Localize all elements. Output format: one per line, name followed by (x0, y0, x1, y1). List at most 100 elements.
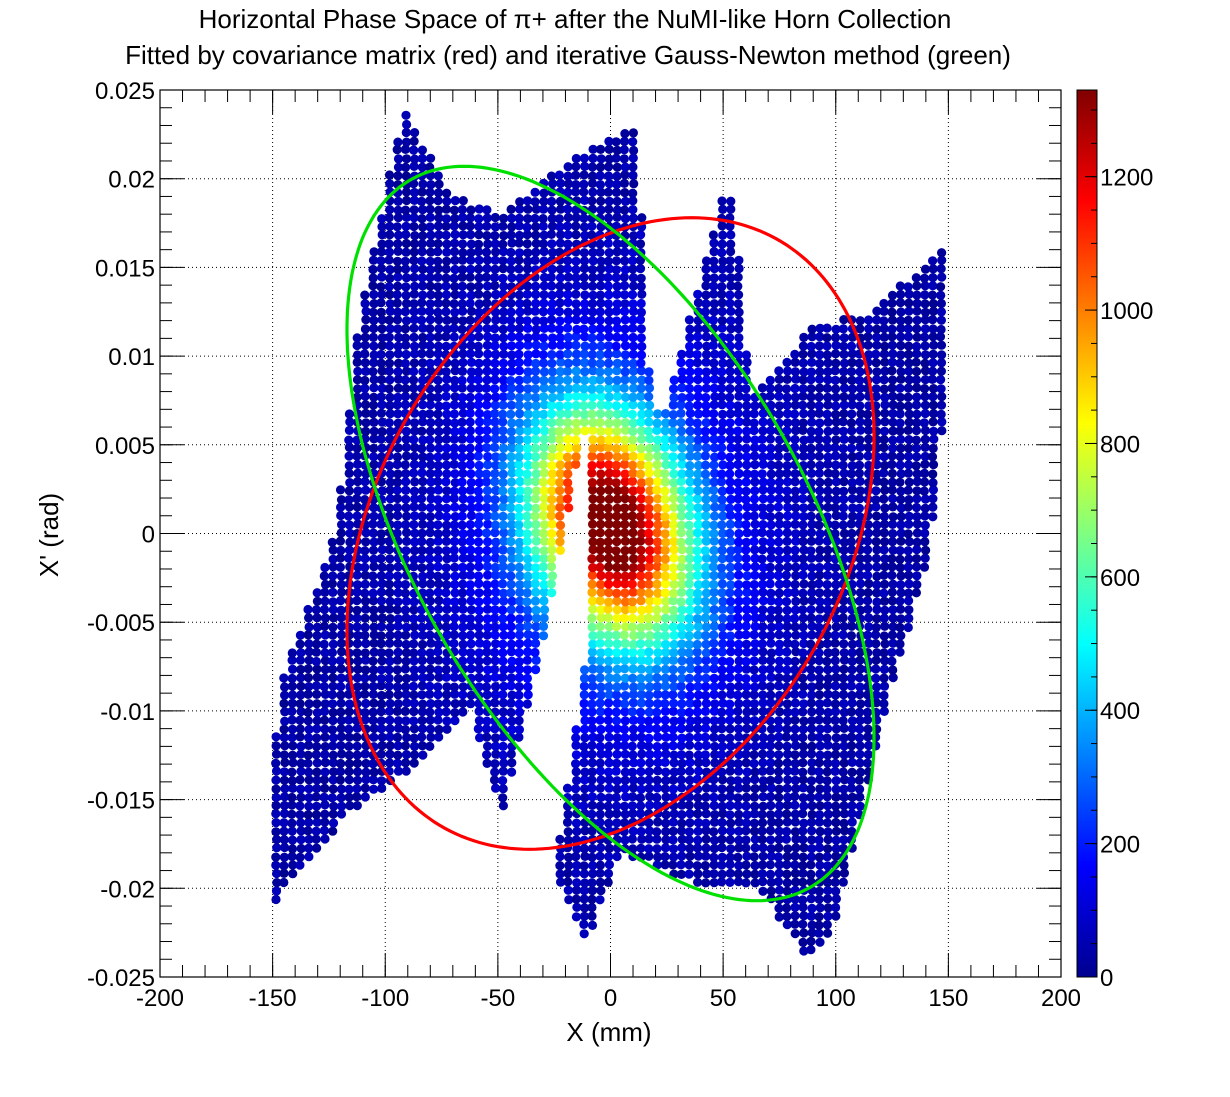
density-cell (758, 605, 768, 615)
density-cell (661, 792, 671, 802)
density-cell (920, 520, 930, 530)
density-cell (595, 698, 605, 708)
density-cell (384, 358, 395, 368)
density-cell (392, 400, 402, 410)
density-cell (636, 776, 646, 786)
density-cell (937, 350, 947, 360)
density-cell (433, 639, 443, 650)
density-cell (450, 238, 460, 248)
density-cell (701, 757, 711, 768)
density-cell (441, 367, 451, 377)
density-cell (603, 213, 614, 223)
density-cell (344, 715, 354, 725)
density-cell (774, 563, 784, 573)
density-cell (612, 776, 622, 786)
density-cell (830, 443, 840, 453)
density-cell (612, 682, 622, 692)
density-cell (782, 699, 793, 709)
density-cell (831, 817, 841, 828)
density-cell (579, 222, 590, 232)
density-cell (831, 750, 841, 760)
density-cell (895, 358, 905, 368)
density-cell (669, 613, 679, 623)
density-cell (896, 289, 906, 300)
density-cell (725, 434, 736, 444)
density-cell (416, 613, 427, 623)
density-cell (806, 776, 817, 786)
density-cell (685, 716, 696, 726)
density-cell (296, 690, 306, 700)
density-cell (685, 554, 695, 564)
density-cell (895, 383, 905, 393)
density-cell (888, 613, 898, 623)
density-cell (636, 333, 646, 343)
density-cell (652, 783, 663, 793)
density-cell (807, 580, 817, 590)
density-cell (928, 417, 938, 427)
density-cell (400, 307, 410, 317)
density-cell (377, 486, 387, 496)
density-cell (401, 622, 412, 633)
density-cell (604, 528, 614, 538)
density-cell (645, 554, 655, 564)
density-cell (677, 545, 687, 555)
density-cell (725, 374, 736, 384)
density-cell (872, 580, 882, 590)
density-cell (742, 502, 752, 512)
density-cell (466, 290, 476, 300)
density-cell (750, 553, 760, 564)
density-cell (482, 758, 492, 769)
density-cell (717, 289, 727, 299)
density-cell (726, 759, 736, 769)
density-cell (912, 469, 922, 479)
density-cell (839, 367, 849, 377)
density-cell (628, 673, 638, 683)
density-cell (400, 741, 410, 751)
density-cell (815, 801, 825, 811)
density-cell (871, 349, 881, 359)
density-cell (685, 809, 695, 819)
density-cell (831, 911, 841, 921)
density-cell (839, 468, 849, 478)
density-cell (604, 511, 614, 521)
density-cell (296, 843, 306, 854)
density-cell (919, 562, 930, 572)
density-cell (855, 749, 865, 759)
density-cell (563, 340, 573, 350)
density-cell (701, 401, 711, 411)
density-cell (498, 358, 508, 368)
density-cell (765, 869, 776, 880)
density-cell (466, 239, 476, 249)
density-cell (612, 520, 622, 530)
density-cell (806, 443, 816, 454)
density-cell (855, 741, 865, 751)
density-cell (531, 281, 541, 291)
density-cell (377, 427, 387, 437)
density-cell (693, 750, 704, 760)
density-cell (571, 400, 581, 411)
density-cell (547, 375, 558, 385)
density-cell (629, 145, 639, 156)
density-cell (311, 750, 321, 760)
density-cell (781, 384, 792, 394)
density-cell (369, 579, 379, 589)
density-cell (465, 298, 475, 308)
density-cell (782, 656, 793, 666)
density-cell (376, 408, 386, 418)
density-cell (669, 630, 679, 641)
density-cell (603, 630, 613, 641)
density-cell (725, 631, 736, 641)
density-cell (426, 638, 436, 648)
density-cell (660, 673, 671, 683)
density-cell (725, 221, 735, 231)
density-cell (669, 648, 679, 658)
density-cell (538, 631, 549, 641)
density-cell (888, 529, 898, 539)
density-cell (417, 690, 427, 700)
density-cell (587, 587, 597, 598)
density-cell (465, 221, 475, 231)
density-cell (353, 366, 363, 376)
density-cell (636, 571, 646, 581)
density-cell (928, 281, 938, 291)
density-cell (595, 162, 606, 172)
